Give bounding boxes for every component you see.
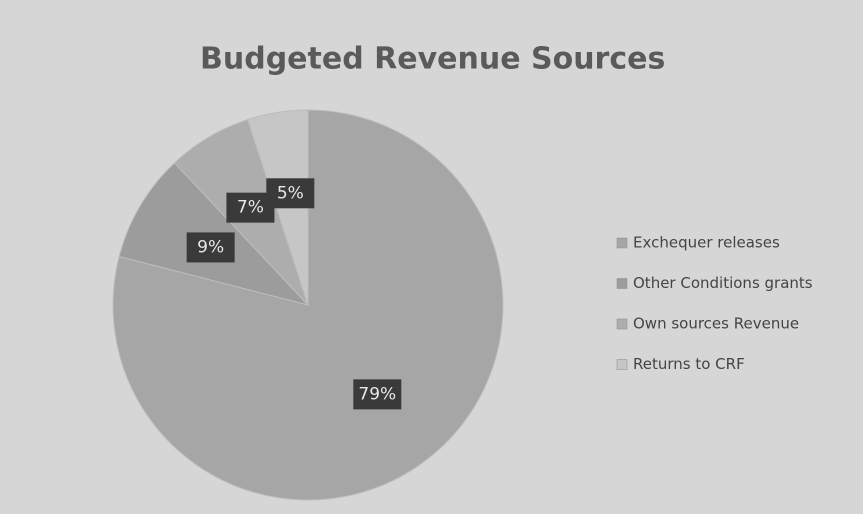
legend-label: Returns to CRF [633, 355, 745, 373]
legend-label: Own sources Revenue [633, 315, 799, 333]
label-box [353, 379, 402, 410]
legend-swatch [616, 237, 628, 249]
legend-swatch [616, 318, 628, 330]
data-label: 7% [237, 198, 264, 218]
data-label: 5% [277, 183, 304, 203]
legend-label: Other Conditions grants [633, 274, 813, 292]
legend-label: Exchequer releases [633, 234, 780, 252]
legend-swatch [616, 278, 628, 289]
label-box [266, 178, 315, 209]
legend-swatch [616, 359, 628, 370]
data-label: 9% [197, 237, 224, 257]
data-label: 79% [358, 384, 396, 404]
label-box [186, 232, 235, 263]
chart-title: Budgeted Revenue Sources [200, 42, 665, 77]
